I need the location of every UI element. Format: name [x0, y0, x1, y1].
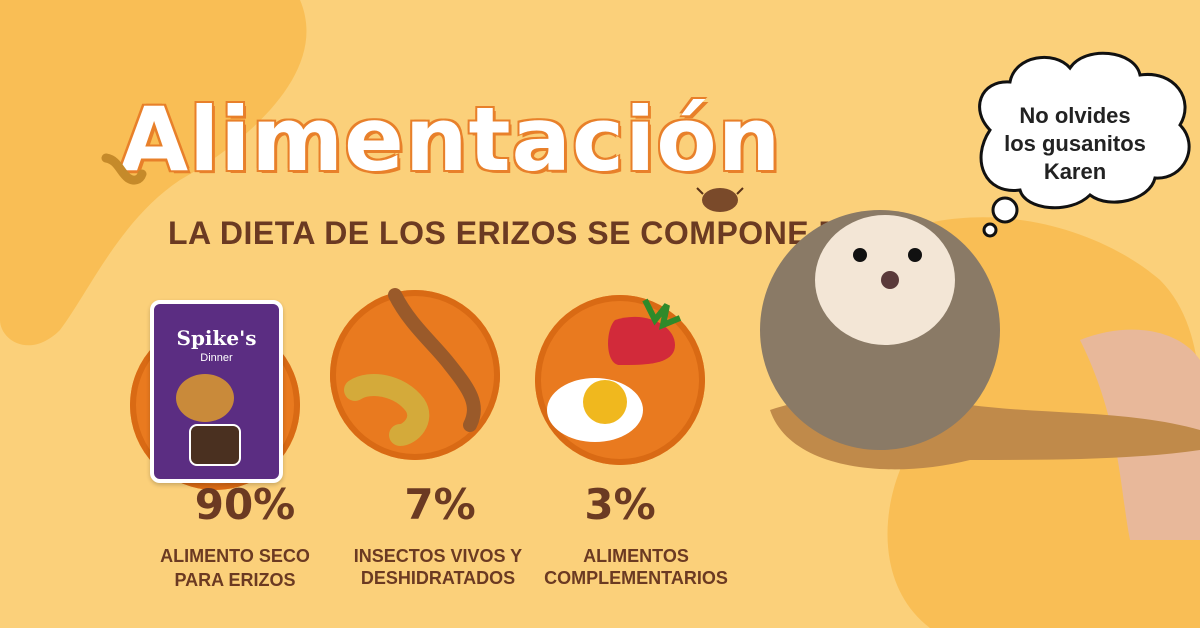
speech-bubble: [978, 51, 1191, 238]
bag-brand-label: Spike's: [176, 326, 257, 350]
speech-line3: Karen: [1043, 159, 1107, 184]
dry-food-label-line1: ALIMENTO SECO: [160, 546, 310, 566]
mealworms-image: [344, 288, 481, 446]
speech-line2: los gusanitos: [1004, 131, 1146, 156]
mealworm-icon: [101, 153, 147, 185]
strawberry-egg-image: [547, 298, 682, 442]
dry-food-percent: 90%: [194, 480, 296, 529]
dry-food-label-line2: PARA ERIZOS: [174, 570, 296, 590]
insects-label-line2: DESHIDRATADOS: [360, 568, 516, 588]
hedgehog-cartoon-icon: [176, 374, 234, 422]
food-bag-image: Spike's Dinner: [150, 300, 283, 483]
complementary-label-line1: ALIMENTOS: [583, 546, 689, 566]
beetle-icon: [696, 187, 744, 212]
complementary-percent: 3%: [584, 480, 656, 529]
insects-label-line1: INSECTOS VIVOS Y: [353, 546, 523, 566]
speech-line1: No olvides: [1019, 103, 1131, 128]
insects-percent: 7%: [404, 480, 476, 529]
kibble-window: [189, 424, 241, 466]
speech-bubble-text: No olvides los gusanitos Karen: [995, 102, 1155, 186]
complementary-label-line2: COMPLEMENTARIOS: [544, 568, 728, 588]
diet-subtitle: LA DIETA DE LOS ERIZOS SE COMPONE DE:: [168, 215, 876, 251]
bag-sub-label: Dinner: [200, 352, 233, 364]
hedgehog-on-spoon-image: [760, 210, 1200, 540]
page-title: Alimentación: [120, 88, 782, 191]
